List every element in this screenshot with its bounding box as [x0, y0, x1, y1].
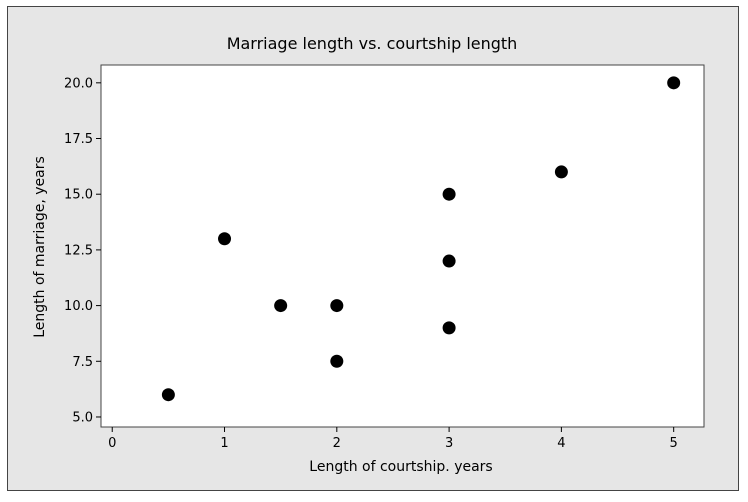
scatter-point: [274, 299, 288, 313]
scatter-point: [330, 354, 344, 368]
x-axis-title: Length of courtship. years: [309, 459, 492, 475]
scatter-point: [442, 321, 456, 335]
x-tick-label: 2: [333, 436, 341, 451]
scatter-point: [667, 76, 681, 90]
y-tick-label: 5.0: [72, 410, 93, 425]
x-tick-label: 0: [108, 436, 116, 451]
x-tick-label: 5: [670, 436, 678, 451]
x-axis: 0 1 2 3 4 5: [108, 427, 678, 451]
y-tick-label: 10.0: [64, 299, 93, 314]
scatter-point: [330, 299, 344, 313]
x-tick-label: 3: [445, 436, 453, 451]
y-axis: 5.0 7.5 10.0 12.5 15.0 17.5 20.0: [64, 76, 101, 425]
scatter-point: [161, 388, 175, 402]
x-tick-label: 4: [557, 436, 565, 451]
y-tick-label: 17.5: [64, 132, 93, 147]
y-tick-label: 12.5: [64, 243, 93, 258]
scatter-point: [442, 187, 456, 201]
x-tick-label: 1: [220, 436, 228, 451]
y-tick-label: 15.0: [64, 188, 93, 203]
scatter-point: [554, 165, 568, 179]
y-tick-label: 7.5: [72, 355, 93, 370]
y-axis-title: Length of marriage, years: [32, 156, 48, 338]
chart-title: Marriage length vs. courtship length: [227, 34, 518, 53]
scatter-point: [218, 232, 232, 246]
scatter-point: [442, 254, 456, 268]
plot-area: [100, 64, 705, 428]
y-tick-label: 20.0: [64, 76, 93, 91]
data-points: [161, 76, 681, 402]
